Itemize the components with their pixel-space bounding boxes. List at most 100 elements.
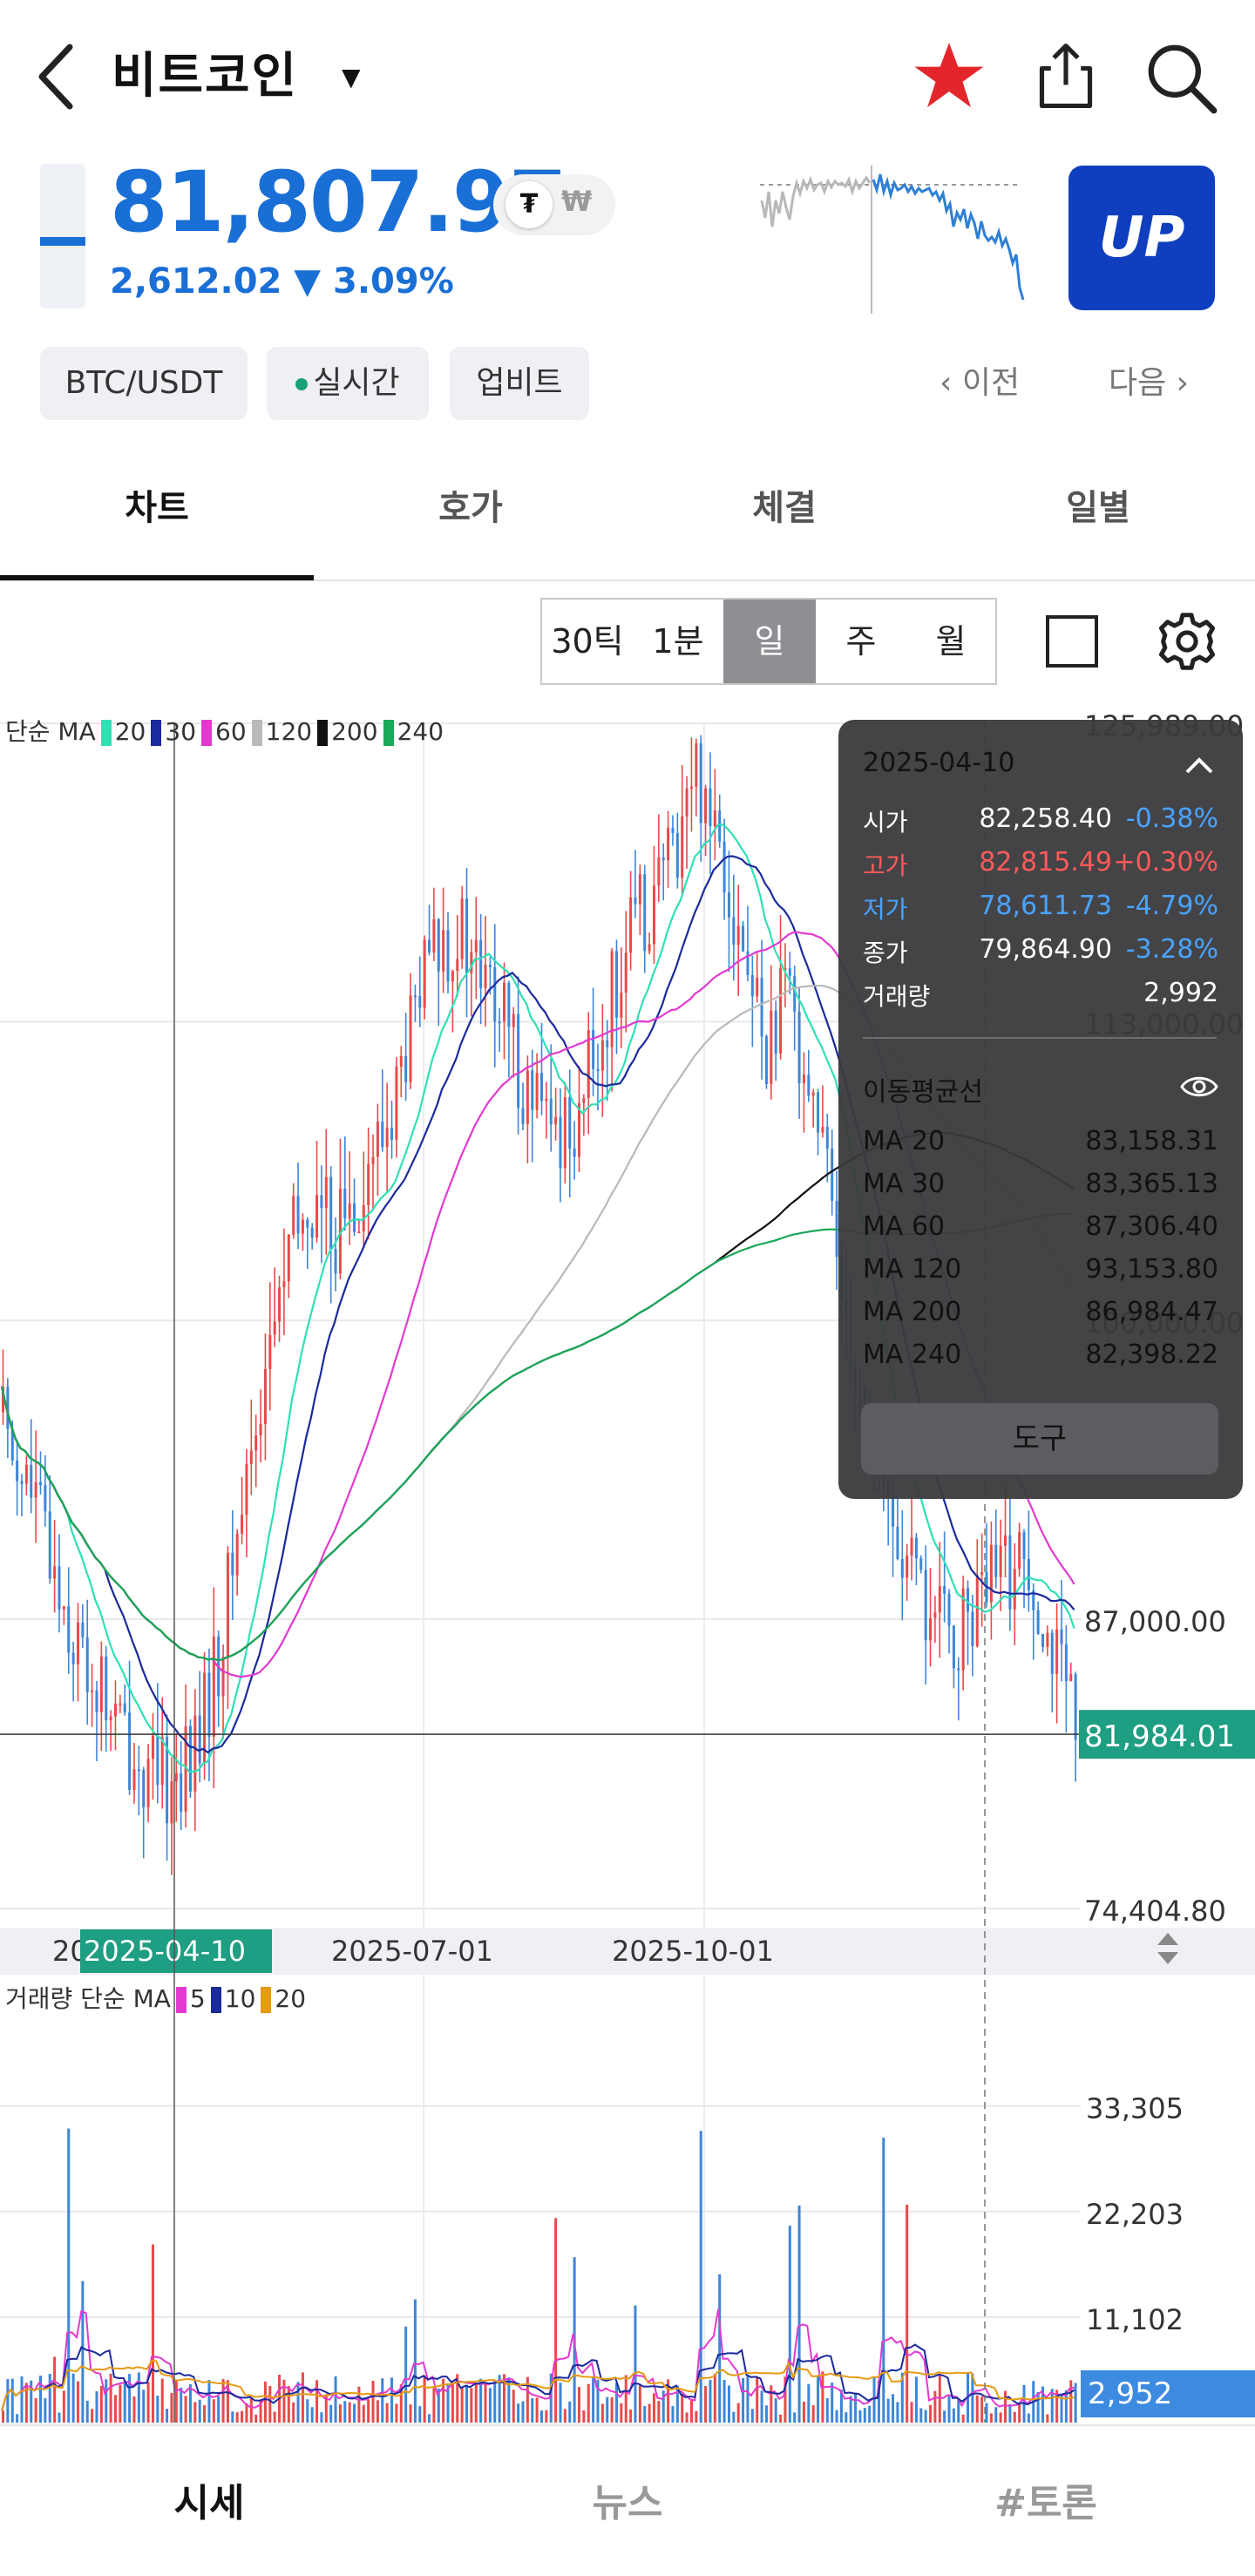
tooltip-row-value: 79,864.90: [979, 934, 1112, 965]
candle-body: [770, 1010, 773, 1084]
volume-bar: [170, 2392, 173, 2423]
search-icon[interactable]: [1142, 38, 1220, 117]
candle-body: [38, 1481, 42, 1486]
candle-body: [610, 951, 614, 1047]
coin-title[interactable]: 비트코인: [112, 48, 299, 105]
volume-bar: [488, 2388, 492, 2423]
candle-body: [385, 1127, 389, 1148]
candle-body: [821, 1127, 824, 1133]
pair-chip[interactable]: BTC/USDT: [40, 347, 248, 420]
next-coin-link[interactable]: 다음 ›: [1109, 365, 1190, 401]
candle-body: [479, 939, 483, 988]
eye-icon[interactable]: [1180, 1074, 1218, 1100]
candle-body: [736, 925, 740, 946]
volume-bar: [306, 2399, 309, 2423]
volume-bar: [549, 2373, 553, 2423]
candle-body: [235, 1533, 239, 1576]
exchange-chip[interactable]: 업비트: [450, 347, 589, 420]
tab-trades[interactable]: 체결: [752, 488, 817, 528]
candle-body: [123, 1703, 126, 1713]
volume-bar: [296, 2382, 300, 2423]
volume-bar: [484, 2383, 487, 2423]
volume-bars: [2, 2128, 1077, 2423]
candle-body: [470, 952, 473, 973]
candle-body: [797, 1011, 801, 1084]
volume-bar: [657, 2401, 661, 2423]
settings-gear-icon[interactable]: [1156, 610, 1218, 673]
candle-body: [831, 1149, 834, 1201]
volume-bar: [498, 2375, 501, 2423]
volume-bar: [689, 2398, 693, 2423]
interval-1min[interactable]: 1분: [652, 622, 704, 661]
volume-bar: [67, 2128, 71, 2423]
volume-bar: [736, 2403, 740, 2423]
collapse-chevron-icon[interactable]: [1184, 755, 1215, 776]
realtime-chip[interactable]: 실시간: [267, 347, 429, 420]
fullscreen-square-icon[interactable]: [1046, 615, 1098, 668]
ma-legend-swatch: [201, 720, 213, 746]
back-arrow-icon[interactable]: [35, 42, 78, 112]
volume-bar: [545, 2410, 548, 2423]
volume-bar: [95, 2391, 98, 2423]
volume-bar: [521, 2401, 525, 2423]
candle-body: [1069, 1674, 1073, 1682]
candle-body: [807, 1074, 811, 1096]
candle-body: [577, 1102, 580, 1157]
candle-body: [437, 919, 440, 972]
nav-discussion[interactable]: #토론: [994, 2481, 1097, 2525]
candle-body: [999, 1545, 1002, 1577]
tooltip-ma-label: MA 200: [863, 1297, 962, 1327]
currency-won-option[interactable]: ₩: [561, 185, 593, 218]
volume-bar: [81, 2281, 85, 2423]
interval-30tick[interactable]: 30틱: [551, 622, 624, 661]
tab-orderbook[interactable]: 호가: [438, 488, 503, 528]
nav-market[interactable]: 시세: [173, 2481, 245, 2525]
caret-down-icon[interactable]: ▼: [342, 63, 361, 92]
interval-day[interactable]: 일: [754, 622, 785, 661]
volume-bar: [727, 2385, 730, 2423]
favorite-star-icon[interactable]: [912, 38, 987, 113]
nav-news[interactable]: 뉴스: [592, 2481, 663, 2525]
tool-button[interactable]: 도구: [861, 1403, 1218, 1474]
resize-down-arrow: [1157, 1952, 1178, 1964]
volume-bar: [221, 2379, 225, 2423]
tab-daily[interactable]: 일별: [1066, 488, 1130, 528]
volume-bar: [817, 2375, 820, 2423]
volume-bar: [44, 2398, 47, 2423]
candle-body: [24, 1464, 28, 1484]
volume-bar: [760, 2390, 763, 2423]
volume-bar: [91, 2409, 94, 2423]
currency-tether-option[interactable]: ₮: [505, 181, 553, 228]
candle-body: [221, 1657, 225, 1697]
interval-week[interactable]: 주: [845, 622, 877, 661]
candle-body: [399, 1055, 403, 1068]
volume-bar: [235, 2412, 239, 2423]
interval-month[interactable]: 월: [935, 622, 967, 661]
candle-body: [1046, 1632, 1049, 1647]
candle-body: [76, 1622, 79, 1664]
volume-bar: [20, 2376, 24, 2423]
candle-body: [1064, 1644, 1068, 1682]
candle-body: [961, 1588, 965, 1671]
share-icon[interactable]: [1028, 38, 1103, 113]
candle-body: [760, 977, 763, 1037]
bottom-nav-divider: [0, 2424, 1255, 2426]
candle-body: [764, 1036, 768, 1084]
ma-legend-label: 200: [331, 717, 378, 746]
candle-body: [718, 810, 722, 842]
candle-body: [980, 1572, 984, 1576]
candle-body: [428, 939, 431, 953]
tab-chart[interactable]: 차트: [125, 488, 189, 528]
tooltip-row-label: 종가: [863, 939, 908, 967]
candle-body: [493, 966, 497, 1022]
prev-coin-link[interactable]: ‹ 이전: [940, 365, 1021, 401]
ma-legend-label: 60: [215, 717, 247, 746]
volume-bar: [460, 2387, 464, 2423]
candle-body: [151, 1735, 154, 1759]
price-change: 2,612.02 ▼ 3.09%: [110, 261, 454, 302]
volume-bar: [329, 2404, 333, 2423]
active-tab-indicator: [0, 575, 314, 580]
tooltip-row-value: 78,611.73: [979, 891, 1112, 921]
volume-bar: [661, 2390, 665, 2423]
volume-bar: [113, 2395, 117, 2423]
